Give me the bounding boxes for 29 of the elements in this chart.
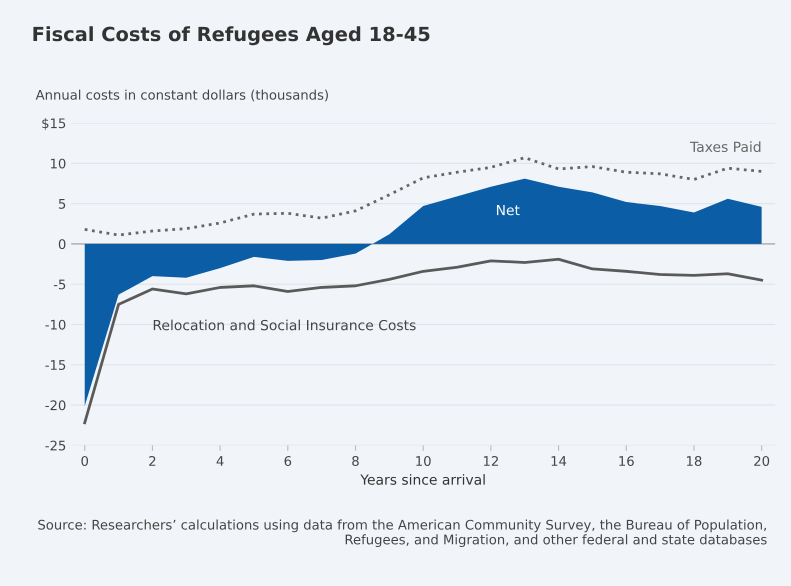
y-tick-label: -5 <box>54 280 66 290</box>
series-label: Taxes Paid <box>690 141 760 152</box>
source-note: Source: Researchers’ calculations using data from the American Community Survey, the Bureau of Population, Refugees, and Migration, and other federal and state databases <box>38 519 767 548</box>
line-series <box>83 156 764 236</box>
y-tick-label: 5 <box>58 199 66 209</box>
series-label: Net <box>496 204 520 216</box>
y-tick-label: $15 <box>42 118 66 130</box>
x-tick-label: 0 <box>81 456 88 466</box>
x-tick-label: 16 <box>619 456 634 466</box>
x-tick-label: 12 <box>484 456 498 466</box>
x-tick-label: 6 <box>284 456 292 466</box>
y-tick-label: -15 <box>45 360 66 370</box>
x-axis-title: Years since arrival <box>360 474 485 485</box>
y-tick-label: -20 <box>45 400 66 410</box>
y-axis-title: Annual costs in constant dollars (thousands) <box>36 90 328 102</box>
y-tick-label: 10 <box>50 158 66 169</box>
y-tick-label: -25 <box>45 440 66 451</box>
chart-title: Fiscal Costs of Refugees Aged 18-45 <box>33 26 430 46</box>
x-tick-label: 4 <box>216 456 224 466</box>
x-tick-label: 20 <box>754 456 770 466</box>
text: Relocation and Social Insurance Costs <box>154 320 416 330</box>
line-series <box>83 258 764 424</box>
x-tick-label: 10 <box>416 456 431 466</box>
y-tick-label: 0 <box>58 239 66 250</box>
x-tick-label: 18 <box>687 456 702 466</box>
x-tick-label: 14 <box>552 456 566 466</box>
x-tick-label: 2 <box>149 456 156 466</box>
x-tick-label: 8 <box>352 456 359 466</box>
y-tick-label: -10 <box>45 320 66 330</box>
